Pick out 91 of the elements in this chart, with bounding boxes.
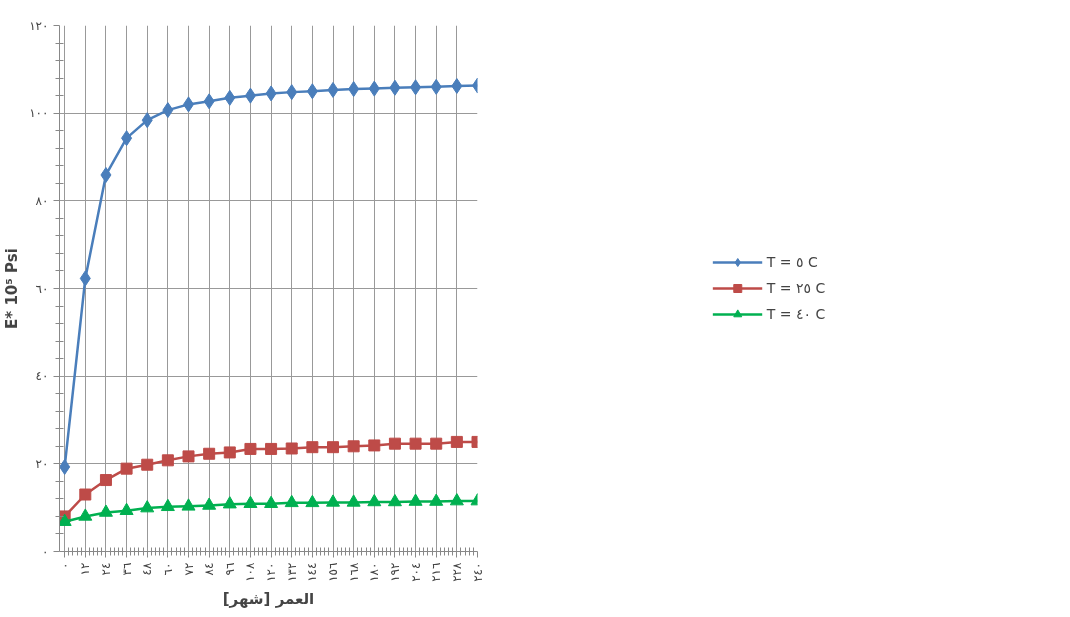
x-tick-label: ٧٢ bbox=[181, 562, 196, 576]
point bbox=[161, 454, 174, 467]
y-tick-label: ٠ bbox=[42, 544, 49, 559]
x-tick-label: ٩٦ bbox=[222, 562, 237, 576]
point bbox=[286, 84, 298, 101]
point bbox=[160, 498, 175, 512]
x-tick-label: ٠ bbox=[57, 562, 72, 569]
x-tick-label: ٢٤ bbox=[98, 562, 113, 576]
point bbox=[429, 493, 444, 506]
point bbox=[408, 493, 423, 506]
point bbox=[78, 508, 93, 521]
point bbox=[368, 80, 380, 97]
point bbox=[222, 496, 237, 509]
point bbox=[449, 493, 464, 506]
point bbox=[327, 81, 339, 98]
point bbox=[244, 87, 256, 104]
point bbox=[326, 494, 341, 507]
point bbox=[100, 166, 112, 183]
x-tick-label: ١٨٠ bbox=[367, 562, 382, 582]
x-tick-label: ٢٤٠ bbox=[470, 562, 485, 582]
x-tick-label: ٢٠٤ bbox=[408, 562, 423, 582]
point bbox=[305, 494, 320, 508]
point bbox=[265, 85, 277, 102]
point bbox=[327, 441, 340, 454]
x-tick-label: ١٢٠ bbox=[264, 562, 279, 582]
x-tick-label: ١٢ bbox=[78, 562, 93, 576]
point bbox=[387, 493, 402, 507]
point bbox=[141, 458, 154, 471]
point bbox=[224, 89, 236, 106]
point bbox=[285, 442, 298, 455]
x-tick-label: ١٥٦ bbox=[326, 562, 341, 582]
point bbox=[99, 474, 112, 487]
point bbox=[410, 79, 422, 96]
point bbox=[347, 440, 360, 453]
y-tick-label: ٦٠ bbox=[35, 281, 49, 296]
x-tick-label: ١٠٨ bbox=[243, 561, 258, 582]
x-tick-label: ١٤٤ bbox=[305, 562, 320, 582]
point bbox=[243, 495, 258, 508]
point bbox=[59, 458, 71, 475]
x-axis-title: العمر [شهر] bbox=[222, 589, 315, 608]
x-tick-label: ١٦٨ bbox=[346, 561, 361, 582]
point bbox=[203, 93, 215, 110]
y-axis-title: E* 10⁵ Psi bbox=[3, 248, 22, 329]
point bbox=[79, 270, 91, 287]
legend-label: T = ٢٥ C bbox=[766, 280, 826, 296]
point bbox=[264, 495, 279, 508]
legend-label: T = ٥ C bbox=[766, 254, 818, 270]
point bbox=[430, 78, 442, 95]
legend-label: T = ٤٠ C bbox=[766, 306, 826, 322]
point bbox=[121, 130, 133, 147]
y-tick-label: ٢٠ bbox=[35, 456, 49, 471]
point bbox=[306, 83, 318, 100]
point bbox=[120, 462, 133, 475]
x-tick-label: ٣٦ bbox=[119, 562, 134, 576]
x-tick-label: ٨٤ bbox=[202, 562, 217, 576]
point bbox=[223, 446, 236, 459]
y-tick-label: ١٠٠ bbox=[29, 106, 49, 121]
point bbox=[181, 498, 196, 511]
point bbox=[346, 494, 361, 507]
point bbox=[140, 500, 155, 513]
point bbox=[98, 504, 113, 517]
point bbox=[367, 493, 382, 507]
x-tick-label: ٢٢٨ bbox=[449, 561, 464, 582]
y-tick-label: ٨٠ bbox=[35, 193, 49, 208]
point bbox=[244, 442, 257, 455]
point bbox=[348, 81, 360, 98]
point bbox=[430, 437, 443, 450]
point bbox=[141, 112, 153, 129]
point bbox=[203, 447, 216, 460]
point bbox=[183, 96, 195, 113]
point bbox=[265, 442, 278, 455]
point bbox=[202, 497, 217, 510]
x-tick-label: ٢١٦ bbox=[429, 562, 444, 582]
point bbox=[450, 435, 463, 448]
point bbox=[409, 437, 422, 450]
point bbox=[388, 437, 401, 450]
y-tick-label: ١٢٠ bbox=[29, 18, 49, 33]
point bbox=[182, 450, 195, 463]
x-tick-label: ٤٨ bbox=[140, 561, 155, 576]
point bbox=[306, 441, 319, 454]
x-tick-label: ١٩٢ bbox=[387, 562, 402, 582]
point bbox=[79, 488, 92, 501]
x-tick-label: ١٣٢ bbox=[284, 562, 299, 582]
x-tick-label: ٦٠ bbox=[160, 562, 175, 576]
point bbox=[119, 502, 134, 515]
y-tick-label: ٤٠ bbox=[35, 369, 49, 384]
point bbox=[451, 77, 463, 94]
point bbox=[368, 439, 381, 452]
point bbox=[284, 494, 299, 508]
point bbox=[389, 79, 401, 96]
point bbox=[162, 102, 174, 119]
